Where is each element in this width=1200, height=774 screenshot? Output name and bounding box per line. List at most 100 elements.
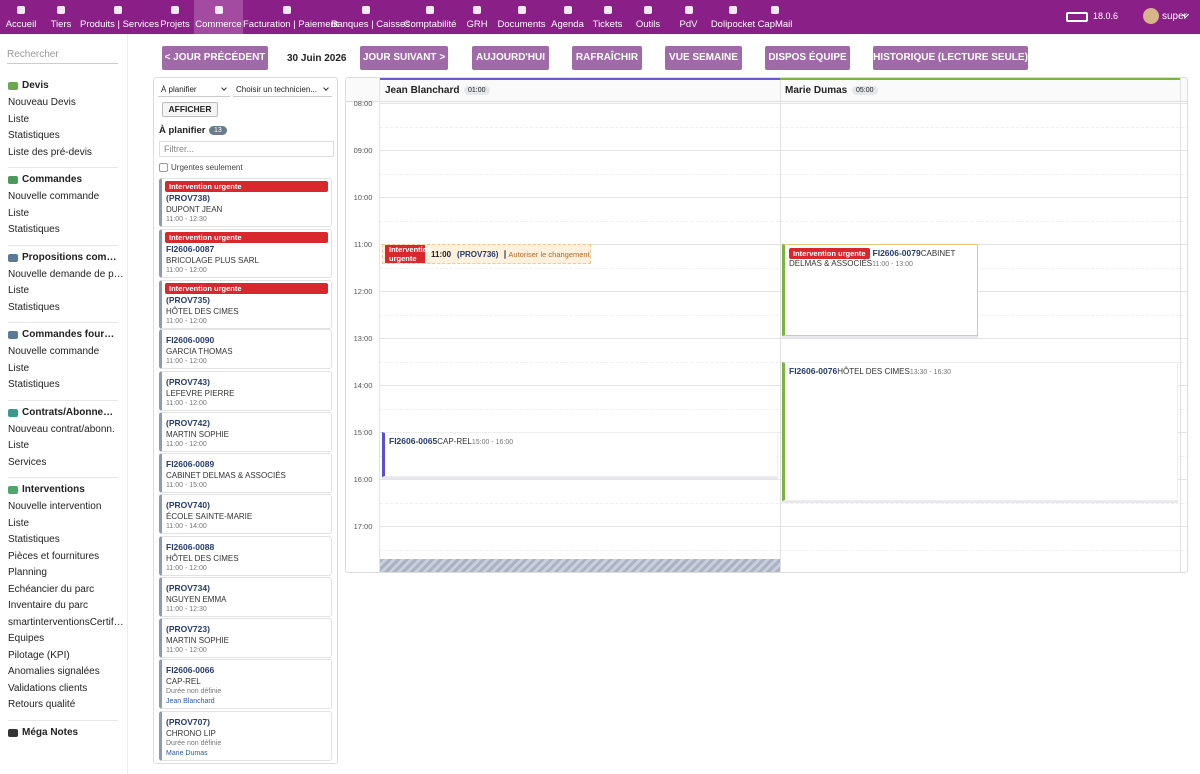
calendar-event[interactable]: Intervention urgente FI2606-0079CABINET D…: [782, 244, 978, 336]
sidebar: Rechercher Devis Nouveau Devis Liste Statist…: [0, 34, 128, 774]
nav-item[interactable]: GRH: [459, 0, 495, 34]
nav-item[interactable]: Documents: [495, 0, 548, 34]
checkbox[interactable]: [504, 249, 507, 259]
card-time: 11:00 - 15:00: [166, 482, 207, 489]
menu-item[interactable]: Nouvelle commande: [8, 346, 100, 357]
menu-item[interactable]: Statistiques: [8, 534, 60, 545]
intervention-card[interactable]: FI2606-0066 CAP-REL Durée non définie Jean …: [159, 659, 332, 709]
nav-item[interactable]: CapMail: [757, 0, 793, 34]
menu-item[interactable]: Échéancier du parc: [8, 583, 95, 595]
nav-item[interactable]: Dolipocket: [709, 0, 757, 34]
column-top-border: [780, 78, 1180, 80]
select[interactable]: Choisir un technicien...: [233, 83, 332, 97]
nav-item[interactable]: Produits | Services: [80, 0, 159, 34]
nav-item[interactable]: PdV: [668, 0, 709, 34]
intervention-card[interactable]: Intervention urgente (PROV735) HÔTEL DES C…: [159, 280, 332, 329]
menu-item[interactable]: Liste: [8, 207, 30, 219]
prev-day-button[interactable]: < JOUR PRÉCÉDENT: [162, 46, 268, 70]
menu-item[interactable]: Liste des pré-devis: [8, 146, 92, 158]
menu-item[interactable]: Nouveau contrat/abonn.: [8, 423, 115, 435]
calendar-event[interactable]: FI2606-0076HÔTEL DES CIMES13:30 - 16:30: [782, 361, 1178, 501]
menu-item[interactable]: Nouveau Devis: [8, 97, 76, 108]
section-icon: [8, 331, 18, 339]
card-client: HÔTEL DES CIMES: [166, 554, 239, 563]
toolbar-button[interactable]: JOUR SUIVANT >: [360, 46, 448, 70]
separator: [8, 399, 118, 401]
toolbar-button[interactable]: HISTORIQUE (LECTURE SEULE): [873, 46, 1028, 70]
menu-item[interactable]: Validations clients: [8, 682, 88, 694]
intervention-card[interactable]: (PROV723) MARTIN SOPHIE 11:00 - 12:00: [159, 618, 332, 658]
menu-item[interactable]: Liste: [8, 113, 30, 125]
menu-item[interactable]: Anomalies signalées: [8, 666, 100, 677]
intervention-card[interactable]: Intervention urgente FI2606-0087 BRICOLAGE…: [159, 229, 332, 278]
section-title[interactable]: Propositions commerciales: [8, 252, 120, 263]
menu-item[interactable]: smartinterventionsCertificats: [8, 616, 124, 628]
intervention-card[interactable]: (PROV743) LEFEVRE PIERRE 11:00 - 12:00: [159, 371, 332, 411]
card-client: BRICOLAGE PLUS SARL: [166, 256, 259, 265]
menu-item[interactable]: Pièces et fournitures: [8, 550, 100, 562]
nav-item[interactable]: Agenda: [548, 0, 587, 34]
intervention-card[interactable]: (PROV740) ÉCOLE SAINTE-MARIE 11:00 - 14:00: [159, 494, 332, 534]
search-input[interactable]: Rechercher: [7, 49, 118, 64]
section-title[interactable]: Commandes fournisseurs: [8, 329, 120, 340]
event-time: 13:30 - 16:30: [909, 368, 952, 376]
menu-item[interactable]: Liste: [8, 285, 30, 296]
urgent-tag: Intervention urgente: [165, 283, 328, 294]
status-icons: [1066, 12, 1088, 22]
intervention-card[interactable]: (PROV707) CHRONO LIP Durée non définie Mari…: [159, 711, 332, 761]
intervention-card[interactable]: (PROV742) MARTIN SOPHIE 11:00 - 12:00: [159, 412, 332, 452]
avatar[interactable]: [1143, 8, 1159, 24]
menu-item[interactable]: Statistiques: [8, 379, 60, 390]
nav-item[interactable]: Facturation | Paiement: [243, 0, 338, 34]
menu-item[interactable]: Liste: [8, 440, 30, 451]
menu-item[interactable]: Pilotage (KPI): [8, 649, 70, 661]
menu-item[interactable]: Nouvelle commande: [8, 191, 100, 202]
section-title[interactable]: Méga Notes: [8, 727, 120, 738]
toolbar-button[interactable]: VUE SEMAINE: [665, 46, 742, 70]
card-ref: FI2606-0087: [166, 244, 215, 254]
intervention-card[interactable]: FI2606-0088 HÔTEL DES CIMES 11:00 - 12:00: [159, 536, 332, 576]
nav-item[interactable]: Accueil: [0, 0, 42, 34]
section-title[interactable]: Interventions: [8, 484, 120, 495]
menu-item[interactable]: Retours qualité: [8, 699, 76, 710]
card-time: 11:00 - 12:00: [166, 647, 207, 654]
menu-item[interactable]: Liste: [8, 362, 30, 374]
intervention-card[interactable]: FI2606-0090 GARCIA THOMAS 11:00 - 12:00: [159, 329, 332, 369]
checkbox[interactable]: [159, 163, 168, 172]
intervention-card[interactable]: Intervention urgente (PROV738) DUPONT JEAN…: [159, 178, 332, 227]
menu-item[interactable]: Liste: [8, 517, 30, 529]
event-time: 11:00: [431, 249, 452, 259]
section-title[interactable]: Contrats/Abonnements: [8, 407, 120, 418]
toolbar-button[interactable]: RAFRAÎCHIR: [572, 46, 642, 70]
select[interactable]: À planifier: [158, 83, 230, 97]
nav-item[interactable]: Commerce: [194, 0, 243, 34]
user-name[interactable]: super: [1162, 11, 1188, 22]
menu-item[interactable]: Statistiques: [8, 301, 60, 313]
menu-item[interactable]: Planning: [8, 567, 47, 578]
nav-item[interactable]: Projets: [156, 0, 194, 34]
section-title[interactable]: Commandes: [8, 174, 120, 185]
calendar-event[interactable]: FI2606-0065CAP-REL15:00 - 16:00: [382, 432, 778, 477]
menu-item[interactable]: Statistiques: [8, 130, 60, 141]
toolbar-button[interactable]: AUJOURD'HUI: [472, 46, 549, 70]
filter-input[interactable]: Filtrer...: [159, 141, 334, 157]
calendar-event[interactable]: Intervention urgente 11:00 (PROV736) Autori…: [382, 244, 591, 264]
nav-item[interactable]: Tiers: [42, 0, 80, 34]
menu-item[interactable]: Services: [8, 456, 47, 468]
toolbar-button[interactable]: DISPOS ÉQUIPE: [765, 46, 850, 70]
nav-item[interactable]: Banques | Caisses: [331, 0, 410, 34]
menu-item[interactable]: Équipes: [8, 633, 45, 644]
intervention-card[interactable]: (PROV734) NGUYEN EMMA 11:00 - 12:30: [159, 577, 332, 617]
nav-item[interactable]: Comptabilité: [401, 0, 459, 34]
section-title[interactable]: Devis: [8, 80, 120, 91]
nav-item[interactable]: Tickets: [587, 0, 628, 34]
menu-item[interactable]: Statistiques: [8, 224, 60, 235]
menu-item[interactable]: Nouvelle intervention: [8, 501, 102, 512]
menu-item[interactable]: Nouvelle demande de prix: [8, 268, 124, 280]
menu-item[interactable]: Inventaire du parc: [8, 600, 89, 611]
nav-item[interactable]: Outils: [628, 0, 668, 34]
nav-icon: [473, 6, 481, 14]
nav-icon: [771, 6, 779, 14]
show-button[interactable]: AFFICHER: [162, 102, 218, 117]
intervention-card[interactable]: FI2606-0089 CABINET DELMAS & ASSOCIÉS 11:0…: [159, 453, 332, 493]
